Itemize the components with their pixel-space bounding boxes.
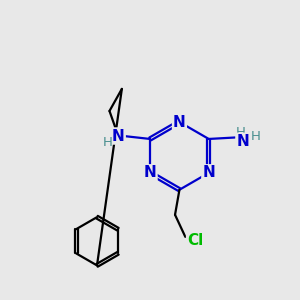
Text: H: H [103,136,112,149]
Text: H: H [250,130,260,142]
Text: N: N [173,115,186,130]
Text: N: N [202,165,215,180]
Text: N: N [144,165,157,180]
Text: Cl: Cl [187,233,203,248]
Text: N: N [112,128,125,143]
Text: H: H [236,126,246,139]
Text: N: N [236,134,249,148]
